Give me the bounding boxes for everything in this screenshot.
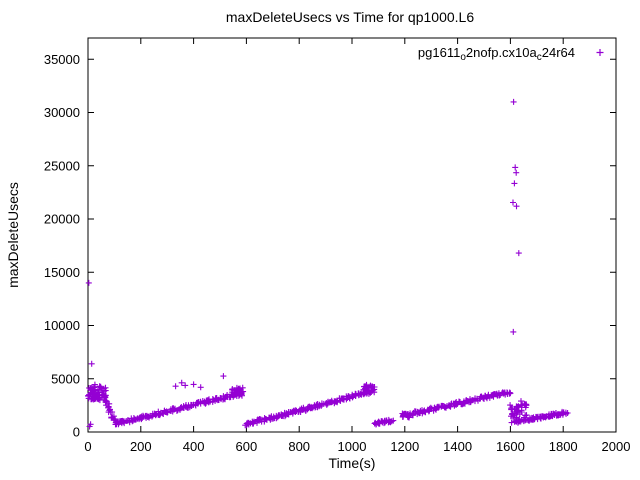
x-tick-label: 2000 [602,439,631,454]
tick-marks [87,38,617,433]
y-tick-label: 0 [73,425,80,440]
axis-ticks [87,38,617,433]
x-tick-label: 1200 [390,439,419,454]
x-tick-label: 1600 [496,439,525,454]
series-points [85,98,571,430]
legend-marker [596,49,604,56]
y-tick-label: 25000 [44,158,80,173]
y-tick-label: 20000 [44,212,80,227]
y-tick-label: 30000 [44,105,80,120]
x-tick-label: 1400 [443,439,472,454]
x-tick-label: 1800 [549,439,578,454]
data-points [85,98,571,430]
x-tick-label: 1000 [338,439,367,454]
y-tick-label: 5000 [51,371,80,386]
y-axis-label: maxDeleteUsecs [5,182,21,288]
x-tick-label: 0 [84,439,91,454]
legend-label: pg1611o2nofp.cx10ac24r64 [418,45,575,63]
x-tick-label: 800 [288,439,310,454]
x-axis-label: Time(s) [329,455,376,471]
x-tick-label: 600 [236,439,258,454]
x-tick-label: 400 [183,439,205,454]
y-tick-label: 15000 [44,265,80,280]
axis-tick-labels: 0 200 400 600 800 1000 1200 1400 1600 1800 2000050… [44,52,631,454]
y-tick-label: 10000 [44,318,80,333]
plot-border [87,37,617,433]
x-tick-label: 200 [130,439,152,454]
chart-title: maxDeleteUsecs vs Time for qp1000.L6 [226,9,474,25]
legend: pg1611o2nofp.cx10ac24r64 [418,45,604,63]
y-tick-label: 35000 [44,52,80,67]
